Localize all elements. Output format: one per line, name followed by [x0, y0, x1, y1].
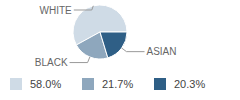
html-text:58.0%: 58.0%	[30, 78, 62, 90]
svg-text:WHITE: WHITE	[40, 5, 73, 16]
html-text:21.7%: 21.7%	[102, 78, 134, 90]
svg-text:BLACK: BLACK	[35, 57, 68, 68]
svg-text:ASIAN: ASIAN	[147, 46, 177, 57]
html-text:20.3%: 20.3%	[174, 78, 206, 90]
